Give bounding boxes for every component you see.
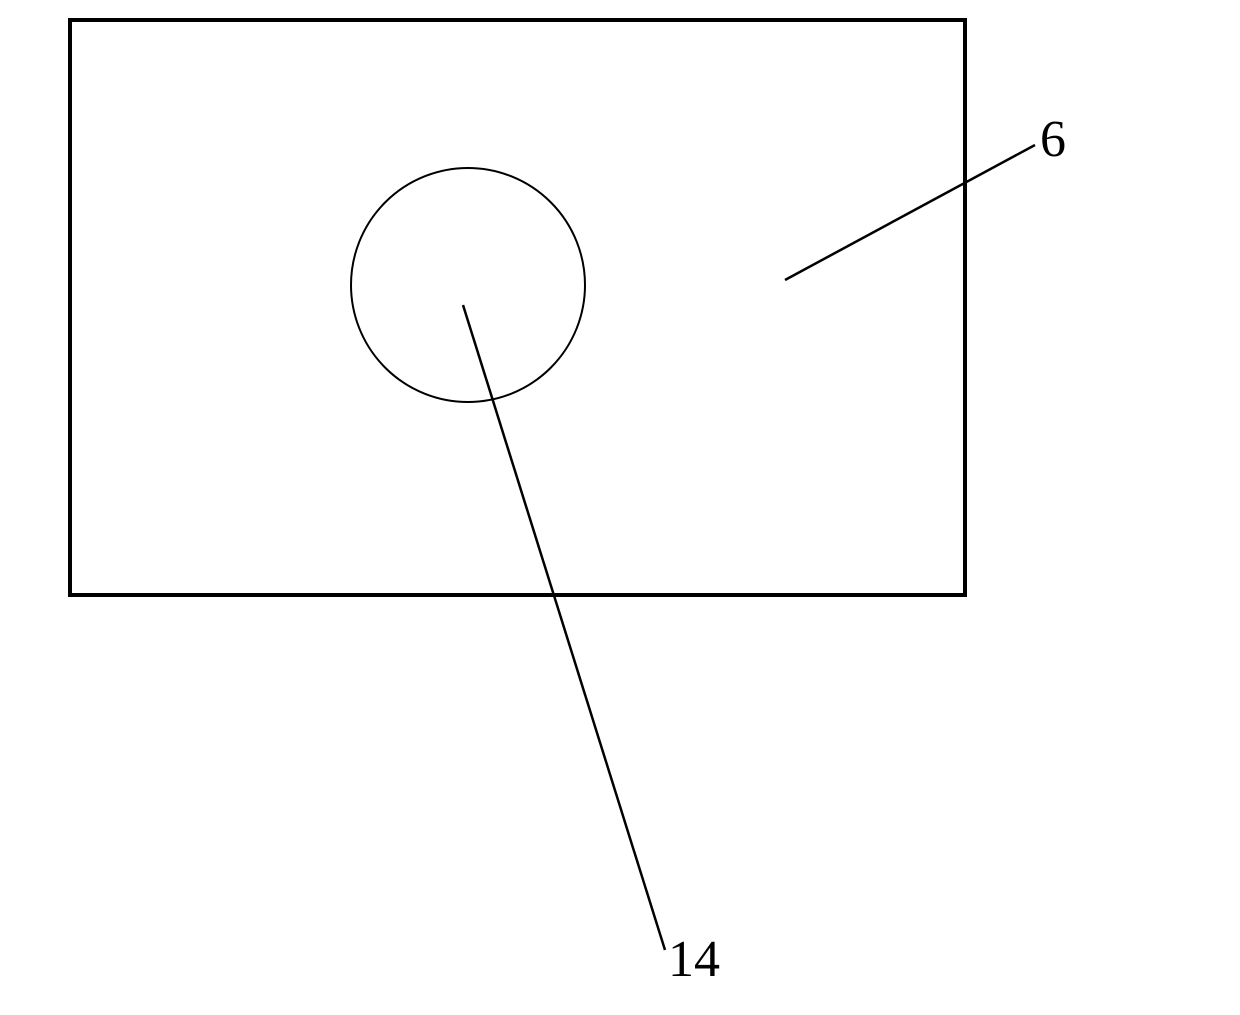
label-14: 14 [668, 930, 720, 989]
circle-part-14 [351, 168, 585, 402]
technical-diagram: 6 14 [0, 0, 1240, 1010]
rectangle-part-6 [70, 20, 965, 595]
label-6: 6 [1040, 110, 1066, 169]
leader-line-14 [463, 305, 665, 950]
leader-line-6 [785, 145, 1035, 280]
